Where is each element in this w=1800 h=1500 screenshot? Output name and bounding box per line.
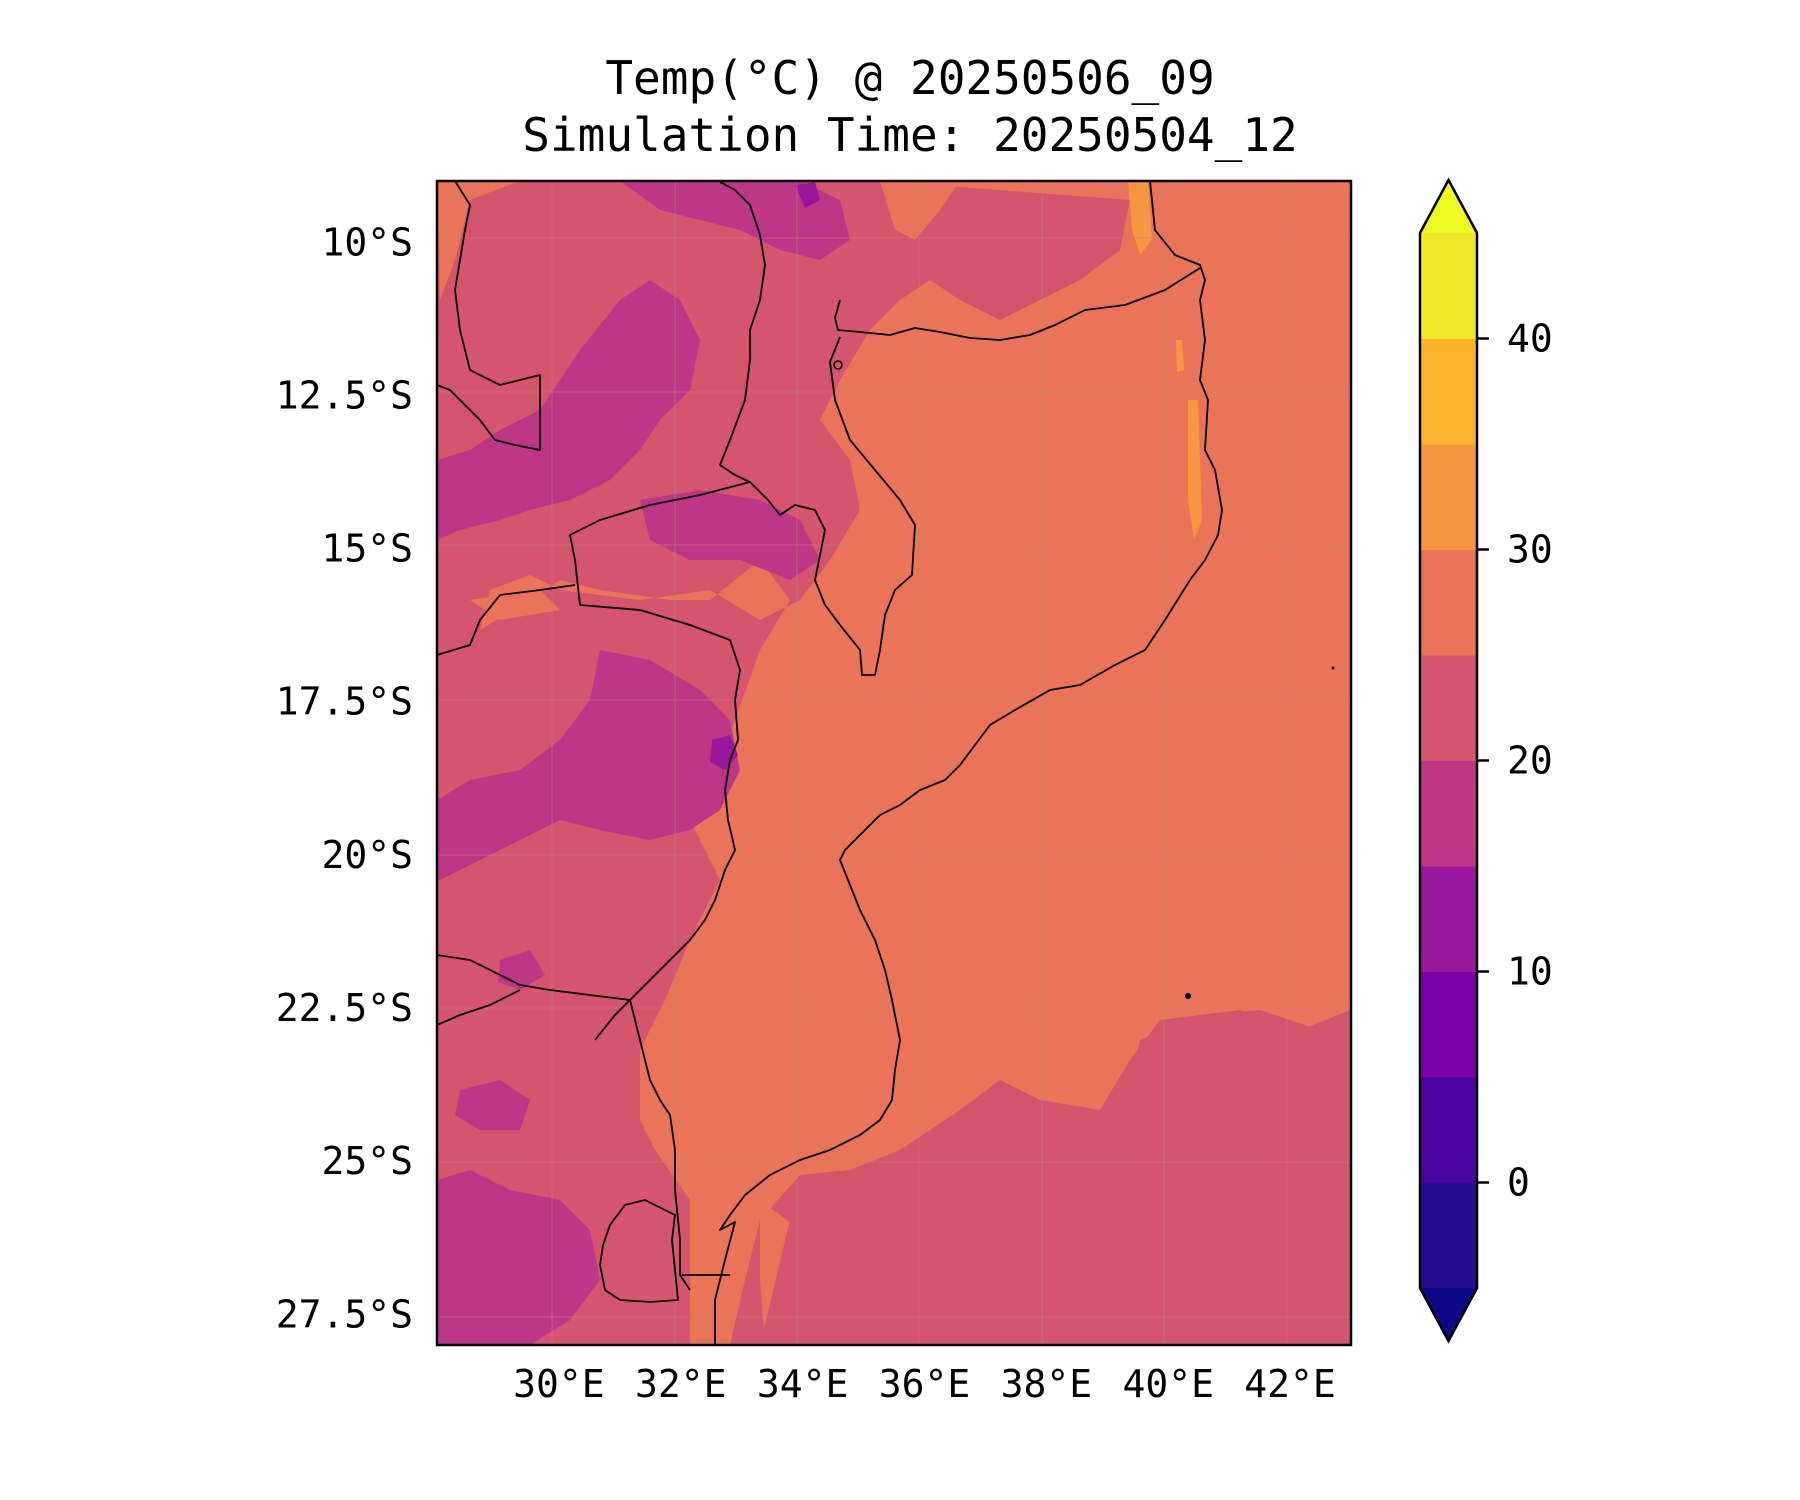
- island-marker: [833, 360, 843, 370]
- colorbar-level: [1420, 1182, 1477, 1289]
- island-marker: [1331, 666, 1335, 670]
- x-tick-label: 42°E: [1244, 1362, 1336, 1406]
- colorbar: 0 10 20 30 40: [1418, 177, 1553, 1344]
- colorbar-extend-max: [1420, 180, 1477, 233]
- temp-field-30-35: [1188, 400, 1202, 540]
- y-tick-label: 20°S: [321, 833, 413, 877]
- border-southafrica-mozambique: [629, 999, 691, 1291]
- x-tick-label: 36°E: [879, 1362, 971, 1406]
- colorbar-level: [1420, 866, 1477, 972]
- temp-field-25-30: [880, 181, 960, 240]
- temp-field-15-20: [437, 650, 740, 880]
- border-botswana-southafrica: [437, 989, 521, 1026]
- y-tick-label: 12.5°S: [276, 373, 413, 417]
- border-eswatini: [599, 1199, 679, 1303]
- x-tick-label: 32°E: [635, 1362, 727, 1406]
- temp-field-30-35: [1128, 181, 1152, 255]
- temp-field-30-35: [1176, 340, 1184, 372]
- border-zambia-mozambique: [569, 481, 751, 701]
- boundaries: [437, 181, 1223, 1345]
- colorbar-tick-label: 0: [1507, 1161, 1530, 1205]
- chart-title: Temp(°C) @ 20250506_09 Simulation Time: …: [0, 50, 1800, 164]
- temp-field-15-20: [455, 1080, 530, 1130]
- temp-field-15-20: [620, 181, 850, 260]
- temp-field-25-30: [437, 181, 520, 300]
- y-tick-label: 25°S: [321, 1139, 413, 1183]
- colorbar-level: [1420, 655, 1477, 761]
- x-tick-label: 30°E: [513, 1362, 605, 1406]
- colorbar-level: [1420, 338, 1477, 445]
- temp-field-10-15: [710, 735, 738, 770]
- colorbar-level: [1420, 760, 1477, 867]
- temp-field-15-20: [640, 490, 820, 580]
- y-tick-label: 22.5°S: [276, 986, 413, 1030]
- island-marker: [1185, 993, 1191, 999]
- title-line-2: Simulation Time: 20250504_12: [522, 108, 1298, 162]
- temp-field-25-30: [480, 181, 1351, 1345]
- colorbar-tick-label: 40: [1507, 317, 1553, 361]
- temp-field-15-20: [437, 1170, 600, 1345]
- temp-field-25-30: [470, 590, 560, 620]
- colorbar-extend-min: [1420, 1288, 1477, 1341]
- y-tick-label: 15°S: [321, 527, 413, 571]
- colorbar-level: [1420, 233, 1477, 339]
- colorbar-level: [1420, 549, 1477, 656]
- gridlines: [437, 181, 1351, 1345]
- colorbar-level: [1420, 444, 1477, 550]
- border-zimbabwe-mozambique: [594, 699, 739, 1041]
- temp-field-20-25: [760, 1010, 1351, 1345]
- colorbar-tick-label: 20: [1507, 739, 1553, 783]
- border-tanzania-mozambique: [834, 267, 1201, 341]
- x-tick-label: 40°E: [1122, 1362, 1214, 1406]
- x-tick-label: 38°E: [1001, 1362, 1093, 1406]
- title-line-1: Temp(°C) @ 20250506_09: [605, 51, 1215, 105]
- temp-field-10-15: [795, 182, 820, 208]
- x-tick-labels: 30°E 32°E 34°E 36°E 38°E 40°E 42°E: [513, 1362, 1336, 1406]
- y-tick-label: 10°S: [321, 220, 413, 264]
- coastline: [714, 181, 1223, 1345]
- border-zimbabwe-south: [437, 954, 631, 1001]
- y-tick-label: 27.5°S: [276, 1292, 413, 1336]
- map-panel: [437, 181, 1351, 1345]
- x-tick-label: 34°E: [757, 1362, 849, 1406]
- colorbar-outline: [1418, 177, 1479, 1344]
- colorbar-level: [1420, 971, 1477, 1078]
- border-malawi: [719, 181, 916, 676]
- colorbar-level: [1420, 1077, 1477, 1183]
- map-frame: [435, 179, 1353, 1347]
- border-zambia-zimbabwe: [437, 584, 576, 656]
- colorbar-tick-label: 30: [1507, 528, 1553, 572]
- temp-field-15-20: [437, 280, 700, 540]
- colorbar-tick-label: 10: [1507, 950, 1553, 994]
- y-tick-label: 17.5°S: [276, 680, 413, 724]
- border-zambia-drc: [437, 181, 541, 451]
- y-tick-labels: 10°S 12.5°S 15°S 17.5°S 20°S 22.5°S 25°S 27.5°S: [276, 220, 413, 1336]
